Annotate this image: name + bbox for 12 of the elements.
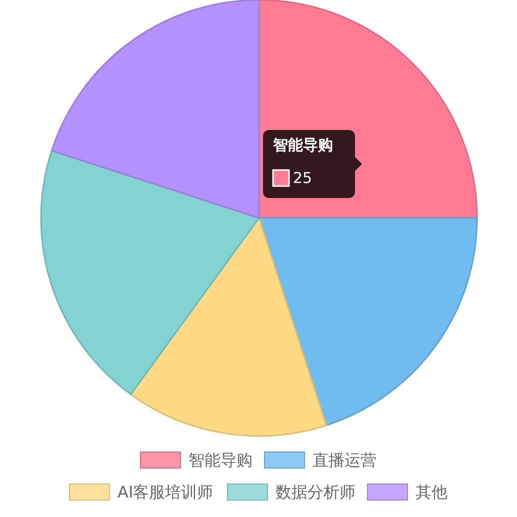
legend-label: 数据分析师 — [276, 482, 356, 502]
pie-slice — [130, 217, 328, 437]
legend-label: AI客服培训师 — [118, 482, 214, 502]
legend-label: 智能导购 — [188, 450, 252, 470]
legend-label: 其他 — [416, 482, 448, 502]
pie-slice — [40, 150, 260, 396]
slice-label: 智能导购 — [272, 136, 333, 154]
data-label: 25 — [293, 169, 312, 188]
pie-slice — [258, 217, 478, 426]
pie-slice — [50, 0, 260, 219]
tooltip: 智能导购 25 — [263, 130, 362, 198]
legend-label: 直播运营 — [312, 450, 376, 470]
